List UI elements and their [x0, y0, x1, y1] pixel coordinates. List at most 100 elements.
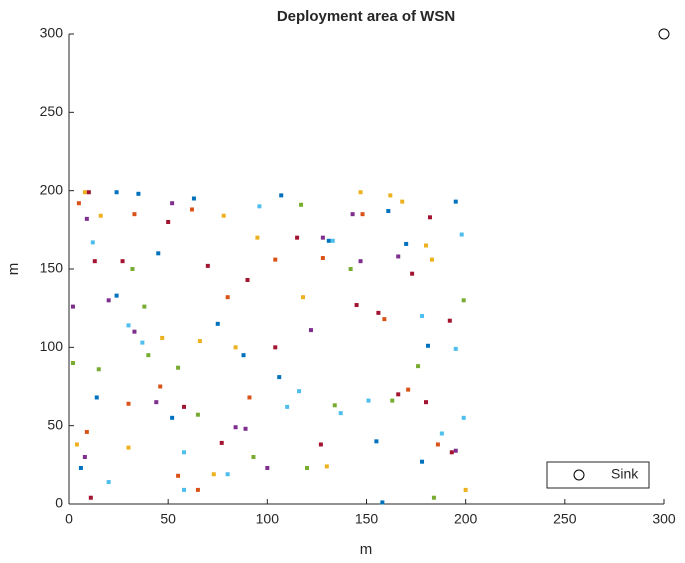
- point: [453, 448, 458, 453]
- point: [396, 392, 401, 397]
- point: [76, 201, 81, 206]
- point: [388, 193, 393, 198]
- point: [126, 323, 131, 328]
- point: [98, 213, 103, 218]
- point: [376, 310, 381, 315]
- y-tick-label: 50: [47, 416, 63, 432]
- point: [90, 240, 95, 245]
- y-tick-label: 0: [55, 495, 63, 511]
- point: [390, 398, 395, 403]
- point: [170, 201, 175, 206]
- point: [305, 465, 309, 470]
- point: [78, 465, 83, 470]
- point: [360, 212, 365, 217]
- point: [279, 193, 284, 198]
- point: [320, 235, 325, 240]
- point: [182, 404, 187, 409]
- point: [308, 328, 313, 333]
- point: [461, 298, 466, 303]
- point: [404, 241, 409, 246]
- point: [126, 401, 131, 406]
- x-tick-label: 100: [256, 511, 280, 527]
- point: [459, 232, 464, 237]
- point: [416, 364, 421, 369]
- point: [195, 487, 200, 492]
- point: [424, 243, 428, 248]
- point: [225, 295, 230, 300]
- point: [374, 439, 379, 444]
- point: [245, 277, 250, 282]
- point: [114, 293, 119, 298]
- x-tick-label: 50: [160, 511, 176, 527]
- point: [156, 251, 161, 256]
- x-tick-label: 250: [553, 511, 577, 527]
- point: [425, 343, 430, 348]
- point: [318, 442, 323, 447]
- point: [447, 318, 452, 323]
- point: [301, 295, 306, 300]
- point: [382, 317, 387, 322]
- point: [297, 389, 302, 394]
- point: [658, 28, 670, 40]
- point: [332, 403, 337, 408]
- point: [170, 415, 175, 420]
- point: [295, 235, 300, 240]
- chart-title: Deployment area of WSN: [277, 8, 455, 25]
- x-tick-label: 200: [454, 511, 478, 527]
- legend-marker: [573, 469, 585, 481]
- point: [338, 411, 343, 416]
- point: [273, 345, 278, 350]
- point: [82, 455, 87, 459]
- point: [366, 398, 371, 403]
- point: [126, 445, 131, 450]
- point: [386, 209, 391, 214]
- point: [358, 259, 363, 264]
- point: [233, 345, 238, 350]
- y-axis-label: m: [5, 263, 22, 276]
- y-tick-label: 250: [40, 103, 64, 119]
- point: [410, 271, 415, 276]
- point: [221, 213, 226, 218]
- point: [106, 298, 111, 303]
- point: [406, 387, 411, 392]
- point: [453, 346, 458, 351]
- point: [86, 190, 91, 195]
- point: [400, 199, 405, 204]
- point: [140, 340, 145, 345]
- point: [350, 212, 355, 217]
- point: [435, 442, 440, 447]
- point: [197, 339, 202, 344]
- point: [449, 450, 454, 455]
- point: [429, 257, 434, 262]
- point: [320, 256, 325, 261]
- point: [195, 412, 200, 417]
- point: [326, 238, 331, 243]
- point: [420, 459, 425, 464]
- point: [299, 202, 304, 207]
- point: [70, 361, 75, 365]
- point: [182, 487, 187, 492]
- point: [247, 395, 252, 400]
- point: [439, 431, 444, 436]
- point: [160, 335, 165, 340]
- point: [233, 425, 238, 430]
- y-tick-label: 150: [40, 260, 64, 276]
- point: [158, 384, 163, 389]
- point: [431, 495, 436, 500]
- point: [130, 267, 135, 271]
- point: [215, 321, 220, 326]
- legend-label: Sink: [611, 466, 639, 482]
- point: [211, 472, 216, 477]
- point: [120, 259, 125, 264]
- point: [84, 216, 89, 221]
- point: [463, 487, 468, 492]
- y-tick-label: 100: [40, 338, 64, 354]
- point: [82, 190, 87, 195]
- point: [106, 480, 111, 485]
- point: [166, 220, 171, 224]
- x-axis-label: m: [360, 541, 373, 558]
- point: [205, 263, 210, 268]
- point: [74, 442, 79, 447]
- point: [96, 367, 101, 372]
